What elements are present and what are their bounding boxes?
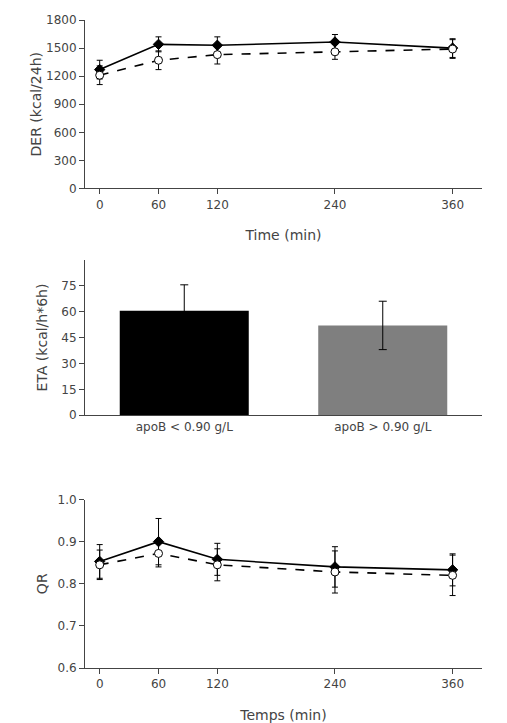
svg-text:60: 60 bbox=[151, 198, 166, 212]
svg-text:QR: QR bbox=[34, 573, 50, 594]
svg-text:900: 900 bbox=[54, 97, 77, 111]
svg-text:120: 120 bbox=[206, 198, 229, 212]
svg-text:120: 120 bbox=[206, 677, 229, 691]
svg-text:45: 45 bbox=[61, 331, 76, 345]
svg-text:ETA (kcal/h*6h): ETA (kcal/h*6h) bbox=[34, 284, 50, 392]
svg-text:600: 600 bbox=[54, 126, 77, 140]
svg-text:Time (min): Time (min) bbox=[244, 227, 321, 243]
svg-text:1200: 1200 bbox=[46, 69, 77, 83]
svg-text:30: 30 bbox=[61, 357, 76, 371]
svg-text:0: 0 bbox=[96, 198, 104, 212]
svg-text:240: 240 bbox=[324, 198, 347, 212]
svg-text:0: 0 bbox=[69, 408, 77, 422]
svg-text:0.8: 0.8 bbox=[58, 577, 77, 591]
svg-text:0: 0 bbox=[69, 182, 77, 196]
svg-text:60: 60 bbox=[151, 677, 166, 691]
svg-text:apoB < 0.90 g/L: apoB < 0.90 g/L bbox=[136, 420, 233, 434]
svg-text:0.6: 0.6 bbox=[58, 661, 77, 675]
svg-text:1.0: 1.0 bbox=[58, 493, 77, 507]
svg-text:360: 360 bbox=[441, 677, 464, 691]
svg-text:75: 75 bbox=[61, 279, 76, 293]
svg-text:60: 60 bbox=[61, 305, 76, 319]
svg-text:DER (kcal/24h): DER (kcal/24h) bbox=[28, 52, 44, 156]
svg-text:Temps (min): Temps (min) bbox=[239, 707, 326, 723]
svg-text:apoB > 0.90 g/L: apoB > 0.90 g/L bbox=[334, 420, 431, 434]
svg-text:300: 300 bbox=[54, 154, 77, 168]
svg-text:0.9: 0.9 bbox=[58, 535, 77, 549]
svg-text:1800: 1800 bbox=[46, 13, 77, 27]
svg-text:0: 0 bbox=[96, 677, 104, 691]
svg-text:0.7: 0.7 bbox=[58, 619, 77, 633]
svg-text:1500: 1500 bbox=[46, 41, 77, 55]
svg-text:240: 240 bbox=[324, 677, 347, 691]
svg-text:360: 360 bbox=[441, 198, 464, 212]
svg-text:15: 15 bbox=[61, 383, 76, 397]
